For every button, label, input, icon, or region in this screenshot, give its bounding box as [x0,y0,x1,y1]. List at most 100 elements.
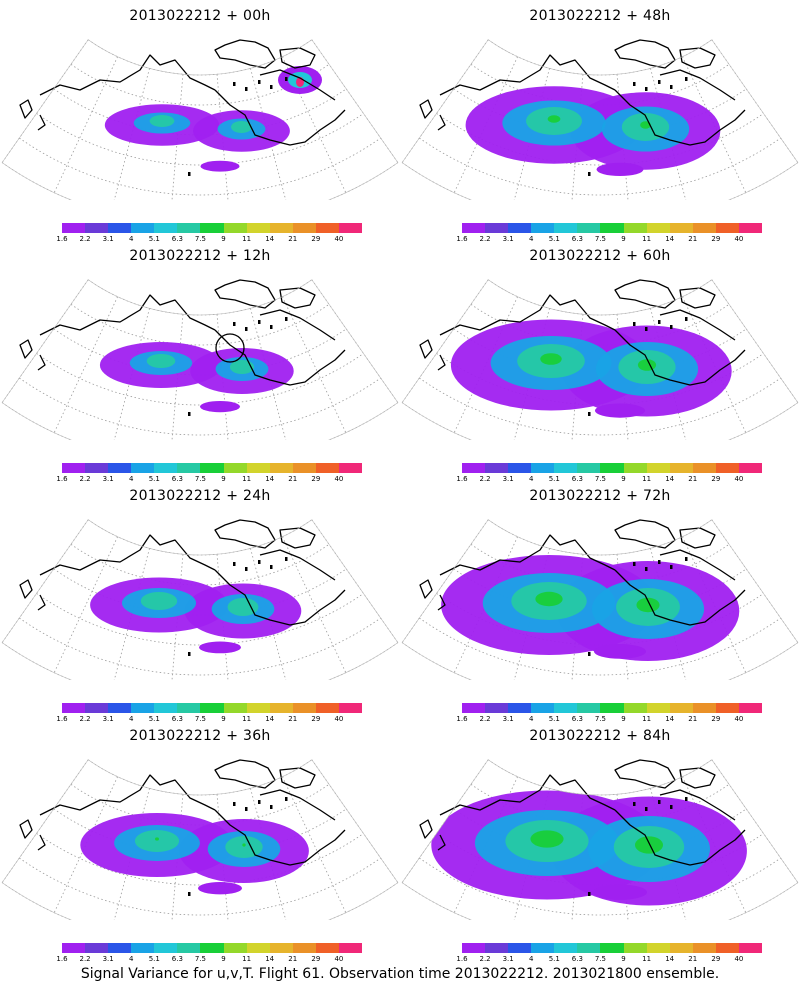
colorbar-tick-label: 3.1 [102,955,114,963]
map-panel: 2013022212 + 84h 1.6 2.2 3.1 4 5.1 6.3 7.5 9 11 14… [400,720,800,963]
colorbar-tick-label: 29 [711,955,721,963]
colorbar-tick-label: 11 [242,235,252,243]
colorbar-tick-label: 21 [688,475,698,483]
colorbar-tick-label: 4 [128,955,134,963]
colorbar-tick-label: 1.6 [456,955,468,963]
colorbar-tick-label: 21 [288,955,298,963]
colorbar-tick-label: 1.6 [456,475,468,483]
colorbar [62,223,363,233]
colorbar-tick-label: 5.1 [148,475,160,483]
colorbar-swatch [462,943,486,953]
colorbar-swatch [315,223,339,233]
colorbar-swatch [485,223,509,233]
colorbar-tick-label: 29 [311,955,321,963]
islands [188,77,288,176]
colorbar-tick-label: 7.5 [194,235,207,243]
colorbar-tick-label: 5.1 [148,715,160,723]
colorbar-tick-label: 3.1 [102,475,114,483]
colorbar-tick-label: 40 [734,475,744,483]
polar-map [401,39,799,200]
coastlines [419,39,746,146]
colorbar-tick-label: 7.5 [194,475,207,483]
colorbar-swatch [131,703,155,713]
colorbar-swatch [177,703,201,713]
colorbar-tick-label: 2.2 [79,715,91,723]
colorbar-swatch [223,703,247,713]
colorbar-swatch [85,463,109,473]
colorbar-tick-label: 5.1 [148,955,160,963]
colorbar-labels: 1.6 2.2 3.1 4 5.1 6.3 7.5 9 11 14 21 29 40 [456,235,762,245]
panel-title: 2013022212 + 24h [129,488,271,504]
colorbar-swatch [669,463,693,473]
colorbar-swatch [485,943,509,953]
colorbar-swatch [177,463,201,473]
colorbar [62,463,363,473]
colorbar-tick-label: 29 [711,715,721,723]
colorbar-swatch [223,463,247,473]
colorbar-tick-label: 29 [711,475,721,483]
colorbar-swatch [600,463,624,473]
colorbar-tick-label: 7.5 [594,715,607,723]
coastlines [419,759,746,866]
colorbar-tick-label: 9 [621,715,626,723]
colorbar-swatch [715,703,739,713]
polar-map [1,279,399,440]
map-panel: 2013022212 + 00h 1.6 2.2 3.1 4 5.1 6.3 7.5 9 11 14… [0,0,400,243]
colorbar-swatch [531,223,555,233]
colorbar [462,463,763,473]
colorbar-tick-label: 1.6 [56,955,68,963]
colorbar-swatch [246,463,270,473]
colorbar-swatch [200,223,224,233]
colorbar-swatch [315,943,339,953]
map-panel: 2013022212 + 12h 1.6 2.2 3.1 4 5.1 6.3 7.5 9 11 14… [0,240,400,483]
colorbar-swatch [223,223,247,233]
islands [188,557,288,656]
colorbar-swatch [85,703,109,713]
colorbar-swatch [531,943,555,953]
colorbar-swatch [577,943,601,953]
colorbar-swatch [577,463,601,473]
colorbar-swatch [177,943,201,953]
colorbar-swatch [623,943,647,953]
colorbar-swatch [246,703,270,713]
colorbar-swatch [269,223,293,233]
colorbar-tick-label: 29 [311,235,321,243]
colorbar-swatch [531,703,555,713]
colorbar-tick-label: 3.1 [502,955,514,963]
colorbar-tick-label: 9 [221,475,226,483]
colorbar-swatch [154,463,178,473]
colorbar-swatch [292,943,316,953]
colorbar-swatch [692,463,716,473]
colorbar-swatch [738,943,763,953]
colorbar [462,223,763,233]
colorbar-swatch [554,703,578,713]
colorbar-swatch [338,943,363,953]
colorbar-swatch [108,703,132,713]
colorbar-tick-label: 1.6 [56,235,68,243]
colorbar-swatch [62,703,86,713]
colorbar-tick-label: 7.5 [594,235,607,243]
colorbar [462,703,763,713]
colorbar-labels: 1.6 2.2 3.1 4 5.1 6.3 7.5 9 11 14 21 29 40 [56,235,362,245]
colorbar-tick-label: 21 [688,955,698,963]
panel-title: 2013022212 + 00h [129,8,271,24]
islands [588,77,688,176]
colorbar-tick-label: 40 [734,715,744,723]
colorbar-swatch [85,943,109,953]
colorbar-swatch [62,463,86,473]
colorbar-tick-label: 1.6 [56,715,68,723]
colorbar-swatch [600,703,624,713]
colorbar-swatch [508,943,532,953]
colorbar-swatch [669,223,693,233]
colorbar-tick-label: 4 [128,715,134,723]
colorbar-swatch [292,463,316,473]
colorbar-labels: 1.6 2.2 3.1 4 5.1 6.3 7.5 9 11 14 21 29 40 [456,475,762,485]
colorbar-tick-label: 1.6 [456,715,468,723]
colorbar-swatch [623,703,647,713]
islands [188,797,288,896]
colorbar-tick-label: 11 [642,235,652,243]
colorbar-tick-label: 21 [688,235,698,243]
colorbar-tick-label: 1.6 [456,235,468,243]
colorbar-swatch [223,943,247,953]
colorbar-swatch [246,223,270,233]
